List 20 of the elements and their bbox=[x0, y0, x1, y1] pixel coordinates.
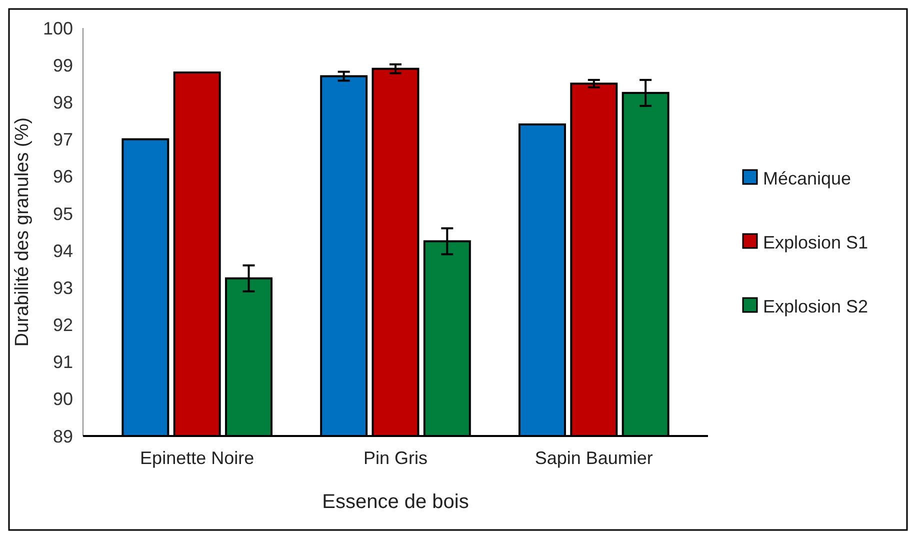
x-tick-label: Pin Gris bbox=[363, 448, 428, 468]
y-tick-label: 98 bbox=[52, 92, 73, 112]
legend-label: Mécanique bbox=[763, 168, 852, 188]
y-tick-label: 94 bbox=[52, 240, 73, 261]
x-axis-title: Essence de bois bbox=[322, 491, 469, 513]
y-tick-label: 97 bbox=[52, 130, 73, 150]
y-tick-label: 91 bbox=[52, 352, 73, 372]
y-tick-label: 99 bbox=[52, 55, 73, 76]
y-axis-title: Durabilité des granules (%) bbox=[12, 117, 33, 347]
y-tick-label: 95 bbox=[52, 204, 73, 224]
legend-label: Explosion S2 bbox=[763, 296, 868, 316]
y-tick-label: 89 bbox=[52, 426, 73, 446]
y-tick-label: 96 bbox=[52, 166, 73, 187]
x-tick-label: Epinette Noire bbox=[140, 448, 254, 468]
x-tick-label: Sapin Baumier bbox=[534, 448, 653, 468]
y-tick-label: 93 bbox=[52, 278, 73, 298]
legend-label: Explosion S1 bbox=[763, 232, 868, 252]
y-tick-label: 92 bbox=[52, 315, 73, 336]
y-tick-label: 100 bbox=[42, 18, 73, 38]
y-tick-label: 90 bbox=[52, 389, 73, 410]
